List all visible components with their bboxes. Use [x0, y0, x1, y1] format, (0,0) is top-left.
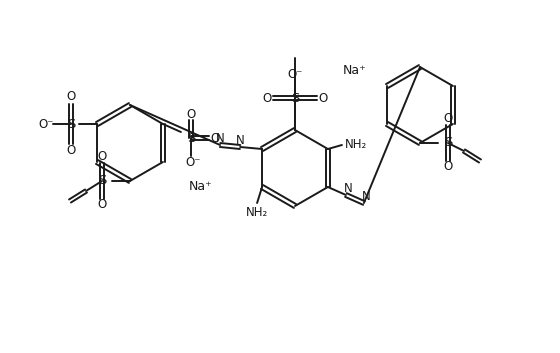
Text: N: N [343, 181, 352, 195]
Text: O: O [444, 113, 452, 126]
Text: S: S [98, 174, 106, 187]
Text: NH₂: NH₂ [345, 138, 367, 150]
Text: O⁻: O⁻ [38, 118, 54, 131]
Text: O: O [186, 108, 195, 120]
Text: N: N [216, 132, 225, 144]
Text: NH₂: NH₂ [246, 207, 268, 220]
Text: O: O [263, 91, 272, 104]
Text: O: O [319, 91, 328, 104]
Text: Na⁺: Na⁺ [189, 179, 213, 192]
Text: O: O [97, 150, 106, 163]
Text: O⁻: O⁻ [287, 67, 303, 80]
Text: O: O [211, 132, 220, 144]
Text: Na⁺: Na⁺ [343, 64, 367, 77]
Text: N: N [362, 190, 370, 203]
Text: S: S [291, 91, 299, 104]
Text: O⁻: O⁻ [185, 156, 200, 169]
Text: O: O [97, 198, 106, 211]
Text: O: O [444, 161, 452, 174]
Text: N: N [236, 133, 245, 146]
Text: S: S [444, 137, 452, 150]
Text: O: O [67, 90, 76, 103]
Text: S: S [186, 132, 195, 144]
Text: O: O [67, 144, 76, 157]
Text: S: S [67, 118, 75, 131]
